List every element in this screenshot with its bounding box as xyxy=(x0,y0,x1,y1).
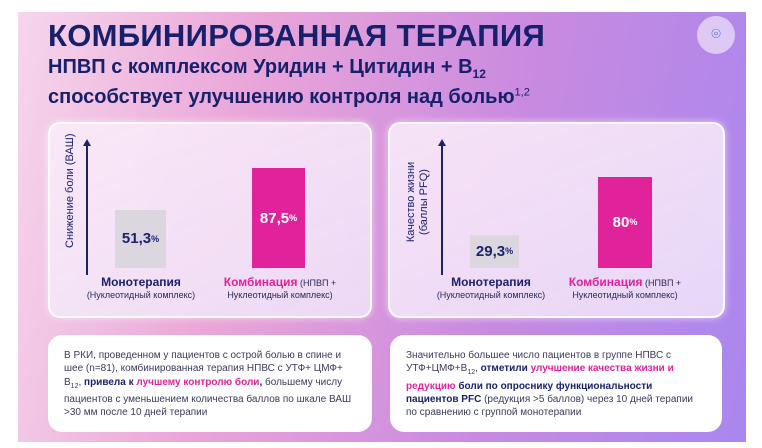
note-highlight: лучшему контролю боли xyxy=(136,376,260,388)
data-label: 80 xyxy=(612,213,630,231)
category-note: Нуклеотидный комплекс) xyxy=(572,290,678,300)
y-axis-arrow xyxy=(83,139,91,275)
category-monotherapy: Монотерапия (Нуклеотидный комплекс) xyxy=(80,276,202,301)
y-axis-label-line2: (баллы PFQ) xyxy=(418,169,430,235)
category-label: Монотерапия xyxy=(101,275,181,289)
note-pain: В РКИ, проведенном у пациентов с острой … xyxy=(48,335,372,432)
unit: % xyxy=(629,217,638,228)
y-axis-label: Снижение боли (ВАШ) xyxy=(64,133,76,248)
page-title: КОМБИНИРОВАННАЯ ТЕРАПИЯ xyxy=(48,18,546,53)
bar-combination: 87,5% xyxy=(252,168,305,268)
category-note: Нуклеотидный комплекс) xyxy=(227,290,333,300)
note-bold: , xyxy=(259,376,263,388)
category-combination: Комбинация (НПВП + Нуклеотидный комплекс) xyxy=(215,276,345,301)
category-note: (НПВП + xyxy=(297,278,337,288)
category-note: (Нуклеотидный комплекс) xyxy=(86,290,196,300)
data-label: 87,5 xyxy=(259,209,290,227)
chart-card-pain xyxy=(48,122,372,318)
note-text: большему числу пациентов с уменьшением к… xyxy=(64,376,352,419)
category-label: Комбинация xyxy=(223,275,298,289)
chart-card-quality xyxy=(388,122,725,318)
subscript: 12 xyxy=(70,382,79,390)
y-axis-label-line1: Качество жизни xyxy=(405,161,417,243)
category-note: (Нуклеотидный комплекс) xyxy=(436,290,546,300)
unit: % xyxy=(151,233,160,244)
subtitle-line2: способствует улучшению контроля над боль… xyxy=(48,86,530,109)
data-label: 29,3 xyxy=(475,242,506,260)
note-text: , xyxy=(475,363,481,375)
category-combination: Комбинация (НПВП + Нуклеотидный комплекс) xyxy=(560,276,690,301)
note-text: В РКИ, проведенном у пациентов с острой … xyxy=(64,350,343,388)
note-text: (редукция >5 баллов) через 10 дней терап… xyxy=(406,393,694,419)
y-axis-label: Качество жизни (баллы PFQ) xyxy=(405,142,431,262)
subtitle-line1: НПВП с комплексом Уридин + Цитидин + B12 xyxy=(48,56,486,81)
subtitle-text: способствует улучшению контроля над боль… xyxy=(48,86,515,108)
category-note: (НПВП + xyxy=(642,278,682,288)
bar-monotherapy: 29,3% xyxy=(470,234,519,268)
note-text: Значительно большее число пациентов в гр… xyxy=(406,350,672,375)
data-label: 51,3 xyxy=(121,230,152,248)
note-quality: Значительно большее число пациентов в гр… xyxy=(390,335,722,432)
subtitle-text: НПВП с комплексом Уридин + Цитидин + B xyxy=(48,56,473,78)
category-monotherapy: Монотерапия (Нуклеотидный комплекс) xyxy=(430,276,552,301)
note-bold: отметили xyxy=(480,363,531,375)
note-text: , xyxy=(78,376,85,388)
bar-combination: 80% xyxy=(598,176,652,268)
note-highlight: улучшение качества жизни и редукцию xyxy=(406,363,674,392)
subscript: 12 xyxy=(467,369,476,377)
unit: % xyxy=(289,213,298,224)
unit: % xyxy=(505,246,514,257)
category-label: Монотерапия xyxy=(451,275,531,289)
y-axis-arrow xyxy=(438,139,446,275)
note-bold: боли по опроснику функциональности пацие… xyxy=(406,380,653,405)
google-lens-icon[interactable]: ⌾ xyxy=(697,16,735,54)
category-label: Комбинация xyxy=(568,275,643,289)
subscript: 12 xyxy=(472,67,486,81)
bar-monotherapy: 51,3% xyxy=(115,209,166,268)
note-bold: привела к xyxy=(84,376,137,388)
superscript: 1,2 xyxy=(514,86,530,99)
